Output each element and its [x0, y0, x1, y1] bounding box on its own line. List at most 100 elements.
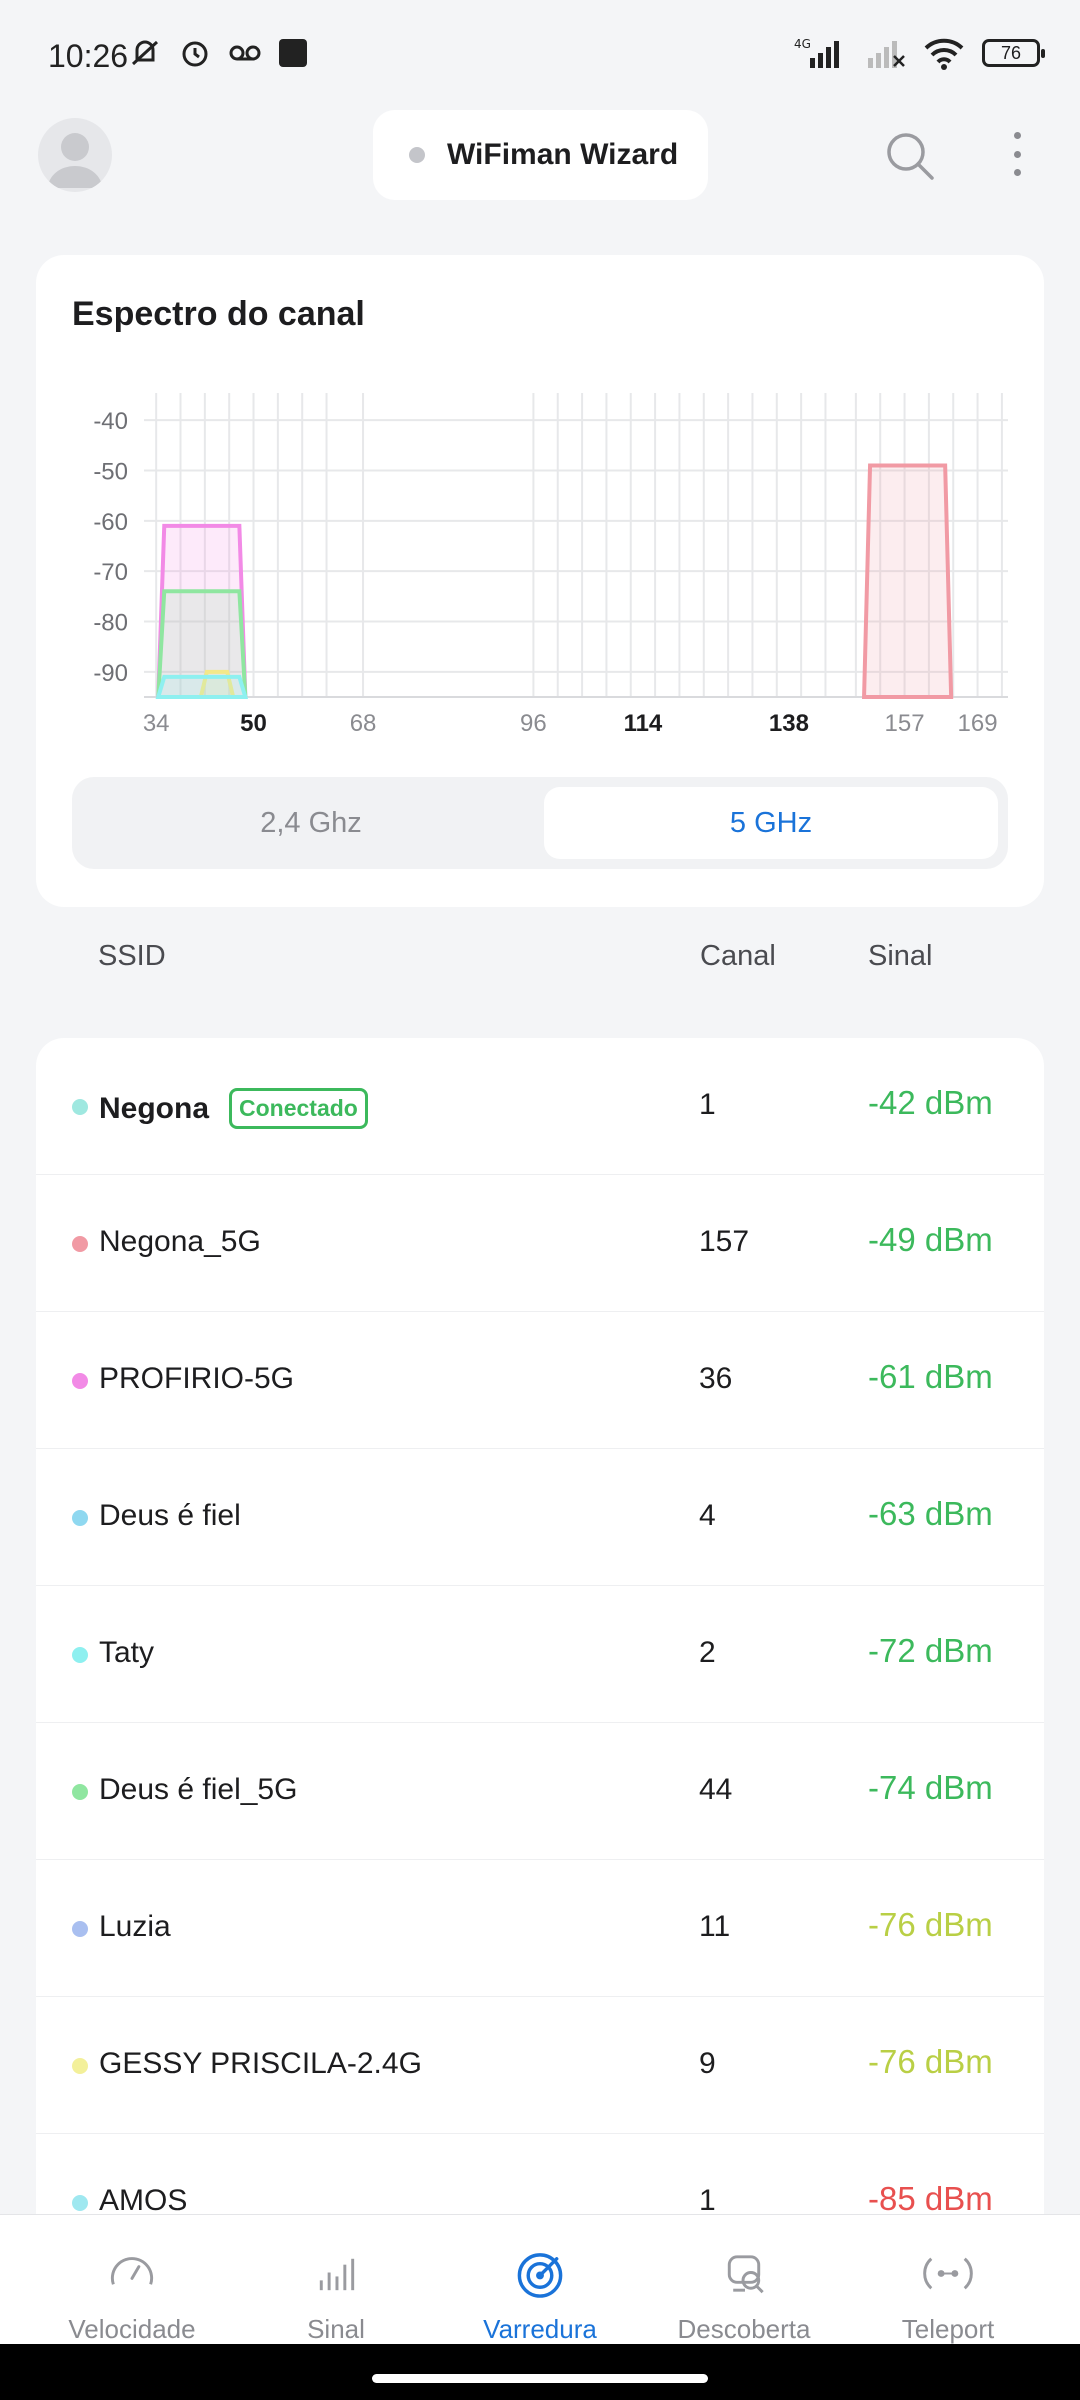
radar-icon [517, 2253, 563, 2298]
network-color-dot [72, 1510, 88, 1526]
wifiman-wizard-button[interactable]: WiFiman Wizard [373, 110, 708, 200]
x-tick-label: 96 [520, 710, 547, 737]
spectrum-chart: -40 -50 -60 -70 -80 -90 34 50 68 96 114 138 157 169 [93, 393, 1008, 737]
column-header-sinal[interactable]: Sinal [868, 940, 933, 972]
band-option-24ghz[interactable]: 2,4 Ghz [260, 806, 362, 839]
network-ssid-cell: Negona_5G [99, 1225, 261, 1259]
x-tick-label: 138 [769, 710, 809, 737]
teleport-icon [923, 2257, 973, 2290]
discovery-icon [727, 2255, 764, 2294]
network-signal: -76 dBm [868, 1906, 993, 1943]
list-item[interactable]: Luzia 11 -76 dBm [36, 1860, 1044, 1997]
system-nav-bar [0, 2344, 1080, 2400]
network-ssid: Deus é fiel [99, 1499, 241, 1532]
network-signal: -72 dBm [868, 1632, 993, 1669]
nav-tab-sinal[interactable]: Sinal [234, 2215, 438, 2345]
network-color-dot [72, 1784, 88, 1800]
network-ssid: PROFIRIO-5G [99, 1362, 295, 1395]
network-ssid-cell: Negona Conectado [99, 1088, 368, 1129]
network-ssid-cell: Deus é fiel_5G [99, 1773, 297, 1807]
cellular-signal-2-icon [868, 41, 905, 68]
wizard-status-dot [409, 147, 425, 163]
x-tick-label: 114 [624, 710, 663, 737]
network-color-dot [72, 1099, 88, 1115]
spectrum-title: Espectro do canal [72, 295, 365, 333]
nav-label: Sinal [307, 2314, 365, 2344]
network-signal: -74 dBm [868, 1769, 993, 1806]
y-tick-label: -90 [93, 660, 128, 687]
network-channel: 44 [699, 1773, 733, 1806]
list-item[interactable]: Deus é fiel_5G 44 -74 dBm [36, 1723, 1044, 1860]
spectrum-card: Espectro do canal -40 -50 -60 -70 -80 -90 34 50… [36, 255, 1044, 907]
network-ssid-cell: Deus é fiel [99, 1499, 241, 1533]
network-color-dot [72, 1236, 88, 1252]
network-color-dot [72, 1921, 88, 1937]
y-tick-label: -70 [93, 559, 128, 586]
network-ssid: Negona [99, 1091, 210, 1125]
network-channel: 1 [699, 2184, 716, 2217]
nav-label: Velocidade [68, 2314, 196, 2344]
connected-badge: Conectado [229, 1088, 368, 1129]
network-ssid-cell: GESSY PRISCILA-2.4G [99, 2047, 422, 2081]
network-list: Negona Conectado 1 -42 dBm Negona_5G 157 -49 d… [36, 1038, 1044, 2218]
network-channel: 9 [699, 2047, 716, 2080]
nav-tab-descoberta[interactable]: Descoberta [642, 2215, 846, 2345]
list-item[interactable]: Negona Conectado 1 -42 dBm [36, 1038, 1044, 1175]
network-signal: -76 dBm [868, 2043, 993, 2080]
network-signal: -42 dBm [868, 1084, 993, 1121]
network-color-dot [72, 2058, 88, 2074]
network-signal: -85 dBm [868, 2180, 993, 2217]
network-color-dot [72, 2195, 88, 2211]
search-icon[interactable] [880, 126, 940, 186]
nav-tab-velocidade[interactable]: Velocidade [30, 2215, 234, 2345]
alarm-icon [182, 41, 208, 67]
nav-label: Descoberta [677, 2314, 811, 2344]
list-item[interactable]: Negona_5G 157 -49 dBm [36, 1175, 1044, 1312]
battery-level: 76 [1000, 42, 1022, 63]
mute-vibrate-icon [131, 40, 159, 66]
battery-icon: 76 [982, 39, 1045, 67]
column-header-ssid[interactable]: SSID [98, 940, 166, 972]
network-ssid-cell: AMOS [99, 2184, 187, 2218]
status-time: 10:26 [48, 38, 129, 74]
list-item[interactable]: GESSY PRISCILA-2.4G 9 -76 dBm [36, 1997, 1044, 2134]
network-ssid-cell: PROFIRIO-5G [99, 1362, 294, 1396]
network-ssid: Deus é fiel_5G [99, 1773, 298, 1806]
status-bar: 10:26 4G [0, 0, 1080, 110]
table-header: SSID Canal Sinal [0, 940, 1080, 990]
x-tick-label: 50 [240, 710, 267, 737]
y-tick-label: -80 [93, 610, 128, 637]
network-ssid-cell: Luzia [99, 1910, 171, 1944]
app-notification-icon [279, 39, 307, 67]
network-channel: 157 [699, 1225, 750, 1258]
network-ssid: Taty [99, 1636, 155, 1669]
network-signal: -49 dBm [868, 1221, 993, 1258]
list-item[interactable]: PROFIRIO-5G 36 -61 dBm [36, 1312, 1044, 1449]
list-item[interactable]: AMOS 1 -85 dBm [36, 2134, 1044, 2218]
list-item[interactable]: Taty 2 -72 dBm [36, 1586, 1044, 1723]
band-option-5ghz[interactable]: 5 GHz [544, 787, 998, 859]
network-ssid: Negona_5G [99, 1225, 261, 1258]
column-header-canal[interactable]: Canal [700, 940, 776, 972]
wifi-icon [924, 38, 964, 70]
y-tick-label: -50 [93, 459, 128, 486]
nav-tab-teleport[interactable]: Teleport [846, 2215, 1050, 2345]
network-channel: 11 [699, 1910, 731, 1943]
network-channel: 2 [699, 1636, 716, 1669]
nav-label: Varredura [483, 2314, 597, 2344]
network-signal: -61 dBm [868, 1358, 993, 1395]
channel-shape [155, 674, 249, 699]
y-tick-label: -60 [93, 509, 128, 536]
channel-shape [862, 463, 954, 699]
list-item[interactable]: Deus é fiel 4 -63 dBm [36, 1449, 1044, 1586]
nav-tab-varredura[interactable]: Varredura [438, 2215, 642, 2345]
avatar[interactable] [38, 118, 112, 192]
network-signal: -63 dBm [868, 1495, 993, 1532]
signal-bars-icon [319, 2258, 355, 2291]
network-color-dot [72, 1647, 88, 1663]
home-indicator[interactable] [372, 2374, 708, 2383]
network-channel: 4 [699, 1499, 716, 1532]
more-options-icon[interactable] [1000, 124, 1034, 184]
user-avatar-icon [48, 133, 102, 188]
wizard-label: WiFiman Wizard [447, 138, 679, 171]
